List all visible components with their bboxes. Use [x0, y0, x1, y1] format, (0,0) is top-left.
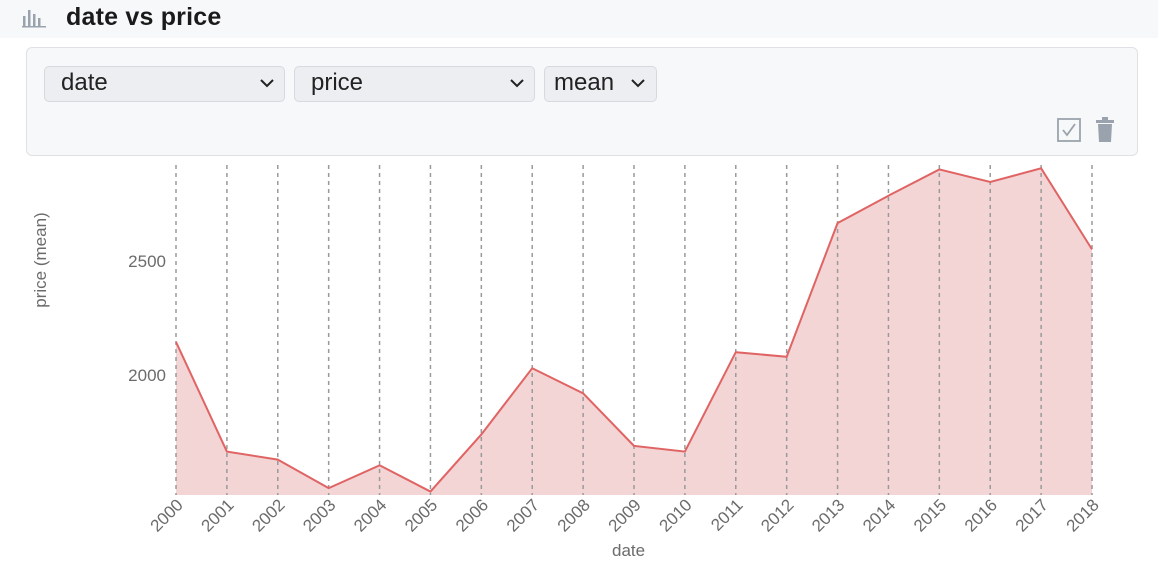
x-tick-label: 2000 [147, 495, 187, 535]
x-tick-label: 2010 [656, 495, 696, 535]
y-axis-title-wrap: price (mean) [28, 180, 54, 340]
x-tick-label: 2004 [350, 495, 390, 535]
x-tick-label: 2018 [1063, 495, 1103, 535]
x-tick-label: 2017 [1012, 495, 1052, 535]
y-axis-title: price (mean) [31, 212, 51, 307]
x-tick-label: 2008 [554, 495, 594, 535]
x-tick-label: 2012 [757, 495, 797, 535]
x-tick-label: 2016 [961, 495, 1001, 535]
x-tick-label: 2014 [859, 495, 899, 535]
y-tick-label: 2500 [128, 252, 166, 271]
y-tick-label: 2000 [128, 366, 166, 385]
x-tick-label: 2009 [605, 495, 645, 535]
x-tick-label: 2006 [452, 495, 492, 535]
x-tick-label: 2013 [808, 495, 848, 535]
x-tick-label: 2001 [198, 495, 238, 535]
x-tick-label: 2002 [248, 495, 288, 535]
x-tick-label: 2015 [910, 495, 950, 535]
x-axis-title: date [612, 541, 645, 561]
x-tick-label: 2007 [503, 495, 543, 535]
x-tick-label: 2003 [299, 495, 339, 535]
x-tick-label: 2005 [401, 495, 441, 535]
x-tick-label: 2011 [707, 495, 746, 534]
